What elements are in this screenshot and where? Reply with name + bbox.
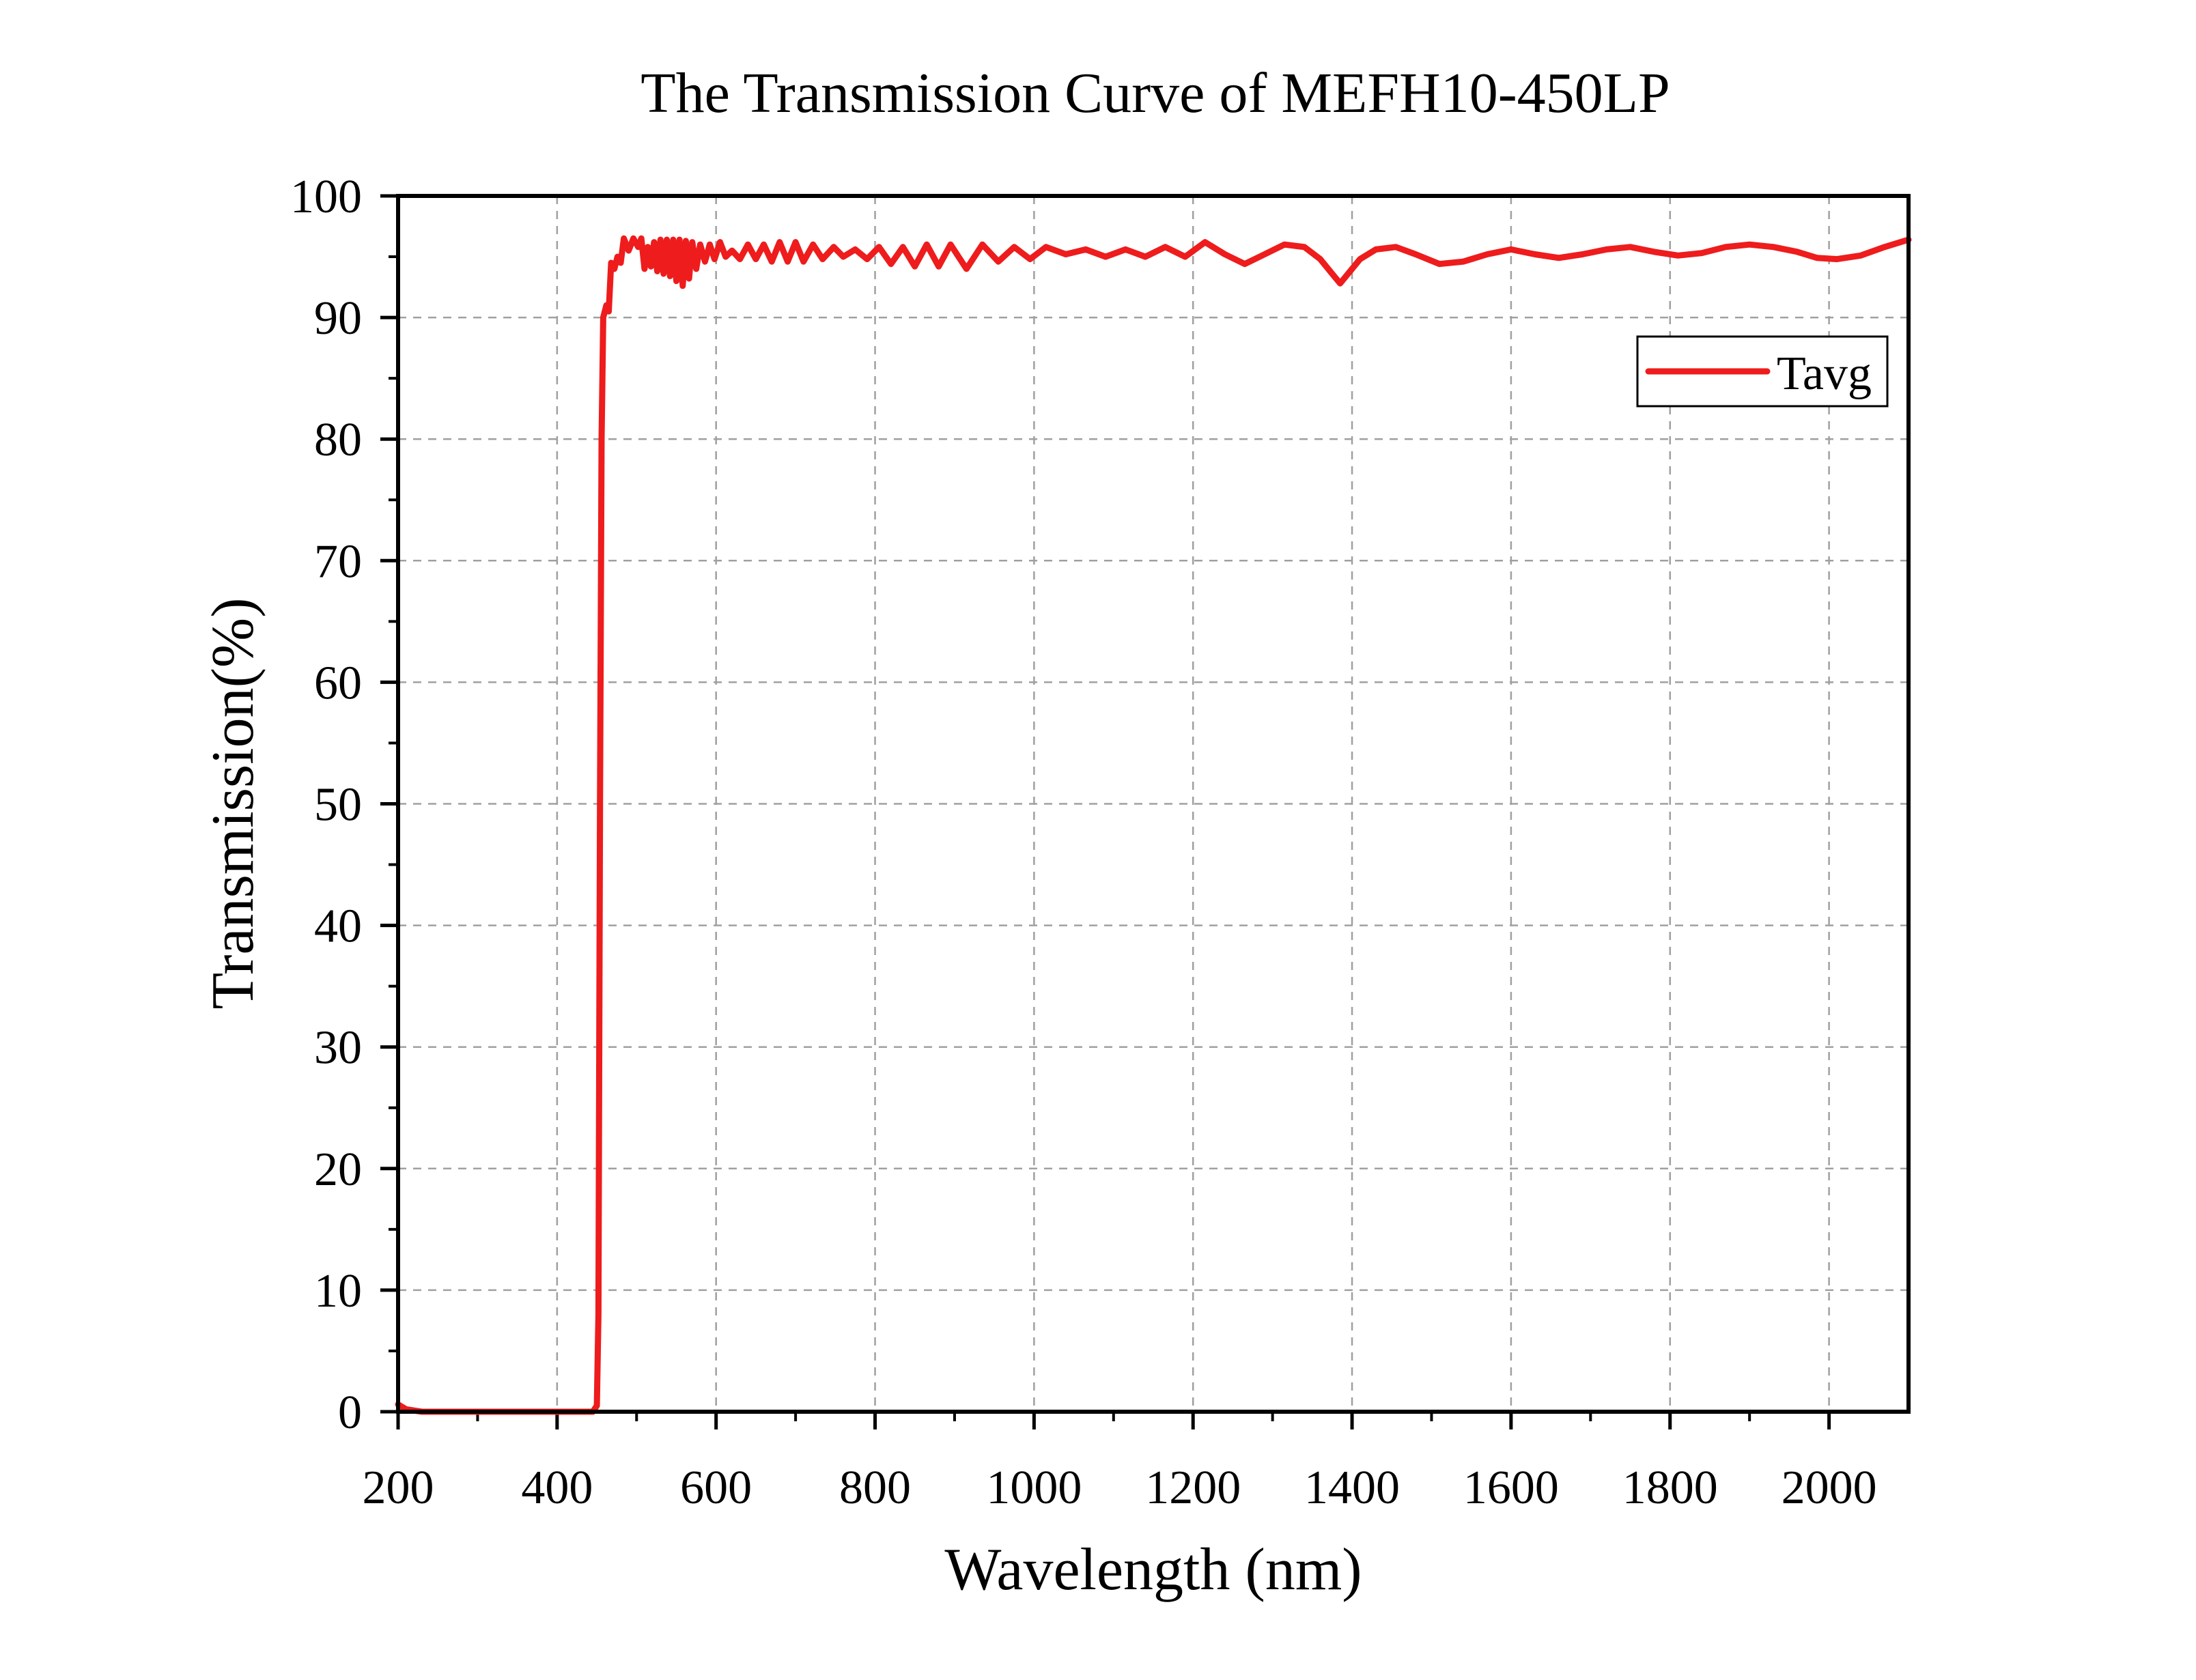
y-tick-label: 30	[314, 1022, 362, 1074]
y-tick-label: 90	[314, 292, 362, 345]
x-tick-label: 1000	[986, 1462, 1082, 1514]
plot-area-frame	[396, 194, 1911, 1414]
axis-ticks	[380, 194, 1831, 1429]
y-tick-label: 60	[314, 657, 362, 709]
series-line-tavg	[395, 235, 1912, 1415]
x-tick-label: 1400	[1304, 1462, 1400, 1514]
x-tick-label: 1600	[1463, 1462, 1559, 1514]
x-tick-label: 800	[839, 1462, 911, 1514]
x-tick-label: 1200	[1145, 1462, 1241, 1514]
y-tick-label: 100	[290, 171, 362, 223]
y-tick-label: 50	[314, 779, 362, 831]
y-tick-label: 0	[338, 1386, 362, 1439]
y-tick-labels: 0 10 20 30 40 50 60 70 80 90 100	[290, 171, 362, 1439]
y-tick-label: 10	[314, 1265, 362, 1318]
x-tick-label: 600	[680, 1462, 752, 1514]
x-tick-label: 2000	[1782, 1462, 1877, 1514]
grid-lines	[398, 196, 1909, 1412]
y-tick-label: 40	[314, 900, 362, 953]
x-tick-label: 200	[363, 1462, 434, 1514]
y-tick-label: 20	[314, 1143, 362, 1196]
legend: Tavg	[1636, 335, 1889, 408]
y-tick-label: 70	[314, 535, 362, 588]
legend-label-tavg: Tavg	[1777, 347, 1872, 400]
x-tick-labels: 200 400 600 800 1000 1200 1400 1600 1800 2000	[363, 1462, 1877, 1514]
chart-title: The Transmission Curve of MEFH10-450LP	[640, 61, 1670, 125]
x-tick-label: 400	[521, 1462, 593, 1514]
y-tick-label: 80	[314, 414, 362, 466]
y-axis-label: Transmission(%)	[200, 597, 266, 1009]
x-axis-label: Wavelength (nm)	[944, 1537, 1362, 1603]
x-tick-label: 1800	[1622, 1462, 1718, 1514]
